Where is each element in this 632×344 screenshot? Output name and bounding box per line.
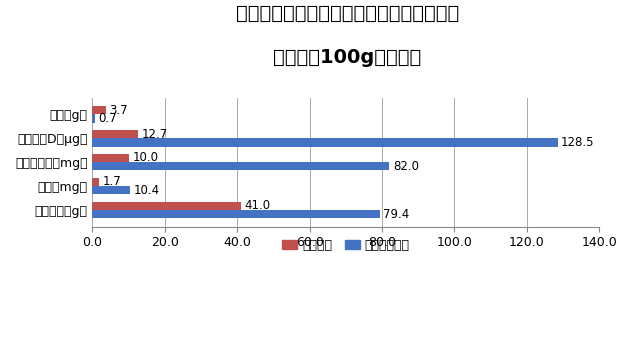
Bar bbox=[92, 154, 129, 162]
Text: 41.0: 41.0 bbox=[245, 199, 270, 212]
Bar bbox=[92, 138, 557, 147]
Bar bbox=[92, 210, 380, 218]
Text: 82.0: 82.0 bbox=[393, 160, 419, 173]
Bar bbox=[92, 162, 389, 171]
Text: 1.7: 1.7 bbox=[102, 175, 121, 189]
Bar bbox=[92, 130, 138, 138]
Text: 10.4: 10.4 bbox=[134, 184, 160, 197]
Bar bbox=[92, 202, 241, 210]
Text: 12.7: 12.7 bbox=[142, 128, 168, 141]
Text: （可食部100g当たり）: （可食部100g当たり） bbox=[274, 48, 422, 67]
Text: 128.5: 128.5 bbox=[561, 136, 595, 149]
Bar bbox=[92, 114, 95, 123]
Bar bbox=[92, 178, 99, 186]
Text: 0.7: 0.7 bbox=[99, 112, 118, 125]
Text: 3.7: 3.7 bbox=[109, 104, 128, 117]
Bar bbox=[92, 106, 106, 114]
Text: 乾燥きくらげと乾燥椎茸に含まれる栄養素: 乾燥きくらげと乾燥椎茸に含まれる栄養素 bbox=[236, 3, 459, 22]
Legend: 乾燥椎茸, 乾燥きくらげ: 乾燥椎茸, 乾燥きくらげ bbox=[277, 234, 415, 257]
Text: 79.4: 79.4 bbox=[384, 208, 410, 221]
Bar bbox=[92, 186, 130, 194]
Text: 10.0: 10.0 bbox=[132, 151, 158, 164]
